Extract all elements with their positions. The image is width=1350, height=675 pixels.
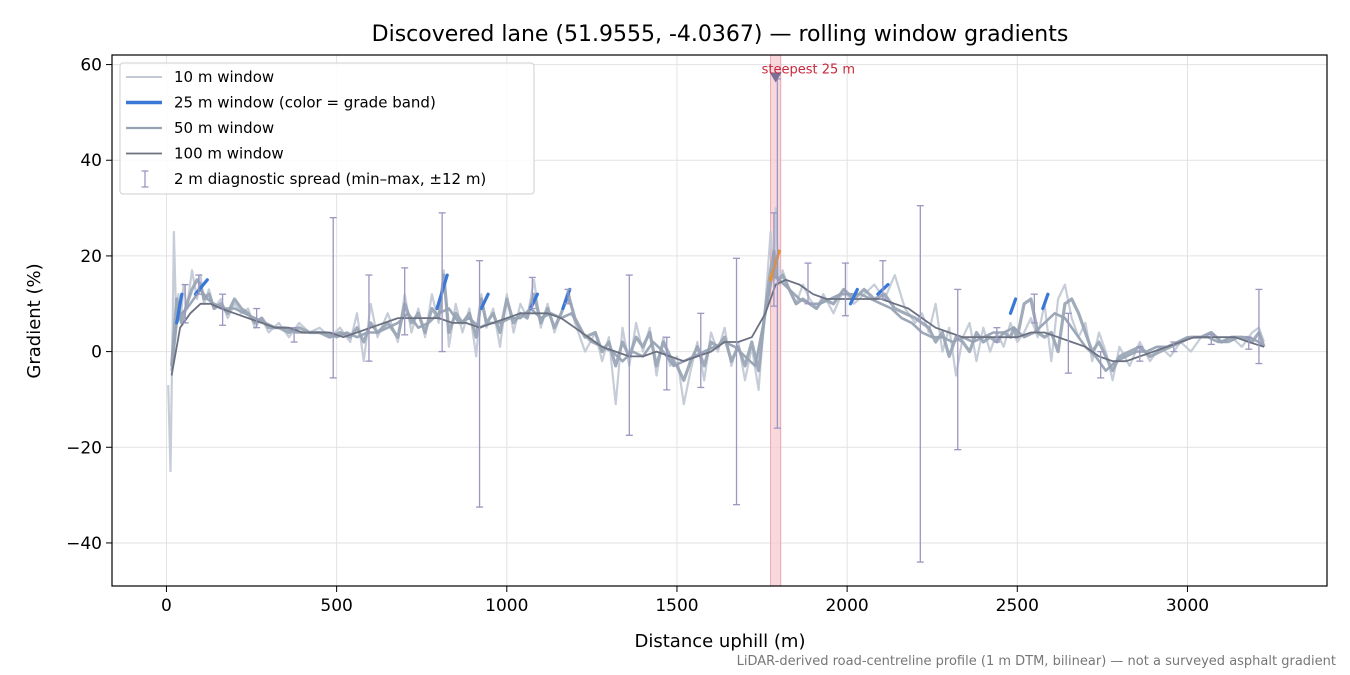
legend-label: 2 m diagnostic spread (min–max, ±12 m) (174, 170, 486, 188)
x-tick-label: 1500 (655, 596, 698, 616)
errorbar (1245, 336, 1253, 350)
errorbar (879, 260, 887, 300)
errorbar (329, 216, 337, 379)
grade-band-segment (175, 292, 184, 325)
legend-item-w10: 10 m window (126, 68, 274, 86)
errorbar (365, 274, 373, 362)
errorbar-layer (181, 78, 1263, 563)
grade-band-segment (479, 292, 490, 311)
legend-label: 50 m window (174, 119, 274, 137)
y-tick-label: −40 (66, 534, 102, 554)
y-tick-label: 60 (80, 56, 102, 76)
grade-band-segment (1041, 292, 1050, 311)
grade-band-segment (848, 287, 859, 306)
errorbar (253, 307, 261, 329)
errorbar (1136, 346, 1144, 362)
errorbar (697, 312, 705, 389)
y-tick-label: 0 (91, 343, 102, 363)
plot-frame (111, 54, 1328, 587)
legend-label: 25 m window (color = grade band) (174, 94, 436, 112)
errorbar (1097, 350, 1105, 379)
errorbar (733, 257, 741, 506)
steepest-label: steepest 25 m (762, 63, 855, 78)
errorbar (438, 212, 446, 353)
grade-band-segment (193, 278, 209, 296)
errorbar (219, 293, 227, 326)
errorbar (804, 262, 812, 305)
x-tick-label: 0 (161, 596, 172, 616)
steepest-annotation: steepest 25 m (762, 63, 855, 83)
errorbar (290, 327, 298, 343)
x-tick-label: 1000 (485, 596, 528, 616)
chart-title: Discovered lane (51.9555, -4.0367) — rol… (372, 22, 1069, 47)
legend-item-w50: 50 m window (126, 119, 274, 137)
errorbar (916, 205, 924, 563)
legend: 10 m window 25 m window (color = grade ba… (119, 62, 535, 195)
errorbar (954, 288, 962, 451)
y-tick-label: 40 (80, 151, 102, 171)
legend-box (119, 62, 535, 195)
errorbar (528, 276, 536, 310)
errorbar (770, 212, 778, 307)
x-axis: 0 500 1000 1500 2000 2500 3000 (161, 586, 1209, 616)
errorbar (476, 260, 484, 508)
x-tick-label: 2000 (825, 596, 868, 616)
errorbar (663, 336, 671, 391)
errorbar (195, 274, 203, 295)
errorbar (625, 274, 633, 436)
x-tick-label: 500 (320, 596, 352, 616)
errorbar (1064, 312, 1072, 374)
steepest-span-band (770, 54, 782, 587)
x-tick-label: 3000 (1166, 596, 1209, 616)
errorbar (401, 267, 409, 336)
errorbar (1030, 293, 1038, 324)
series-line-w100 (170, 278, 1265, 376)
y-axis: −40 −20 0 20 40 60 (66, 56, 112, 554)
y-tick-label: 20 (80, 247, 102, 267)
errorbar (1207, 334, 1215, 346)
x-tick-label: 2500 (996, 596, 1039, 616)
legend-label: 100 m window (174, 145, 284, 163)
legend-label: 10 m window (174, 68, 274, 86)
errorbar (1170, 341, 1178, 353)
errorbar (841, 262, 849, 317)
errorbar (1255, 288, 1263, 365)
x-axis-label: Distance uphill (m) (635, 631, 806, 652)
y-axis-label: Gradient (%) (24, 263, 45, 378)
steepest-marker-icon (769, 72, 782, 83)
errorbar (993, 327, 1001, 343)
errorbar (564, 288, 572, 305)
steepest-span (770, 54, 782, 587)
legend-item-w25: 25 m window (color = grade band) (126, 94, 436, 112)
errorbar (181, 283, 189, 324)
grade-band-segment (1008, 297, 1018, 315)
legend-item-w100: 100 m window (126, 145, 284, 163)
legend-item-err: 2 m diagnostic spread (min–max, ±12 m) (141, 170, 486, 188)
footnote: LiDAR-derived road-centreline profile (1… (737, 654, 1336, 669)
y-tick-label: −20 (66, 438, 102, 458)
